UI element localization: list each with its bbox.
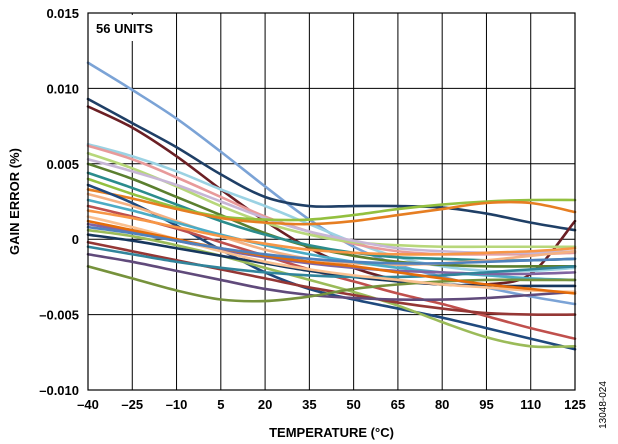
series-line-11 [86,188,577,226]
x-tick-labels: –40 –25 –10 5 20 35 50 65 80 95 110 125 [77,397,586,412]
plot-frame [87,12,576,391]
series-line-10 [86,177,577,222]
x-tick-label: 65 [391,397,405,412]
y-tick-labels: –0.010 –0.005 0 0.005 0.010 0.015 [39,6,79,398]
series-line-20 [86,240,577,317]
x-tick-label: 20 [258,397,272,412]
series-line-16 [86,209,577,256]
x-tick-label: –10 [166,397,188,412]
units-label: 56 UNITS [96,21,153,36]
x-tick-label: –25 [121,397,143,412]
y-tick-label: –0.005 [39,308,79,323]
x-tick-label: 125 [564,397,586,412]
series-line-12 [86,183,577,351]
x-tick-label: –40 [77,397,99,412]
x-tick-label: 110 [520,397,541,412]
x-tick-label: 35 [302,397,316,412]
series-line-2 [86,97,577,232]
series-line-14 [86,198,577,282]
figure-id: 13048-024 [598,381,609,429]
y-tick-label: 0.015 [46,6,79,21]
x-tick-label: 95 [479,397,493,412]
y-axis-title: GAIN ERROR (%) [7,148,22,255]
y-tick-label: –0.010 [39,383,79,398]
series-line-22 [86,252,577,302]
x-tick-label: 80 [435,397,449,412]
y-tick-label: 0.005 [46,157,79,172]
x-axis-title: TEMPERATURE (°C) [269,425,394,440]
series-line-18 [86,228,577,349]
series-line-23 [86,265,577,303]
x-tick-label: 5 [217,397,224,412]
y-tick-label: 0 [72,232,79,247]
series-line-25 [86,219,577,295]
y-tick-label: 0.010 [46,81,79,96]
units-box [90,15,174,41]
series-line-21 [86,245,577,279]
series-lines [86,61,577,351]
series-line-26 [86,225,577,265]
units-annotation: 56 UNITS [90,15,174,41]
x-tick-label: 50 [346,397,360,412]
